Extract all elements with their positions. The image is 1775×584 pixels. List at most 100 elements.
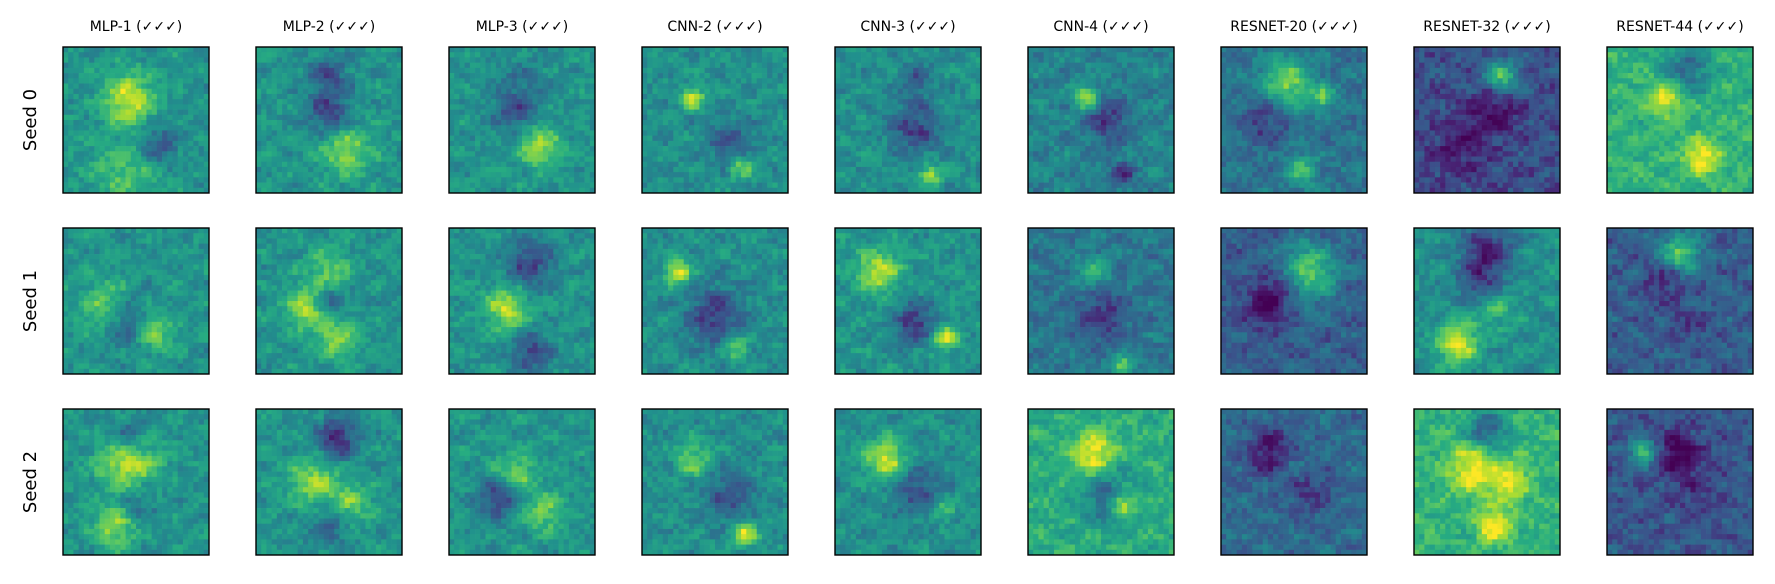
heatmap-cell <box>845 110 851 116</box>
heatmap-cell <box>746 125 752 131</box>
heatmap-cell <box>1127 177 1133 183</box>
heatmap-cell <box>652 120 658 126</box>
heatmap-cell <box>459 167 465 173</box>
heatmap-cell <box>491 115 497 121</box>
heatmap-cell <box>319 52 325 58</box>
heatmap-cell <box>491 172 497 178</box>
heatmap-cell <box>1164 162 1170 168</box>
heatmap-cell <box>725 157 731 163</box>
heatmap-cell <box>1080 177 1086 183</box>
heatmap-cell <box>496 99 502 105</box>
heatmap-cell <box>934 136 940 142</box>
heatmap-cell <box>684 130 690 136</box>
heatmap-cell <box>1336 68 1342 74</box>
heatmap-cell <box>68 78 74 84</box>
heatmap-cell <box>1054 73 1060 79</box>
heatmap-cell <box>579 162 585 168</box>
heatmap-cell <box>887 57 893 63</box>
heatmap-cell <box>89 125 95 131</box>
heatmap-cell <box>778 63 784 69</box>
heatmap-cell <box>971 52 977 58</box>
heatmap-cell <box>527 151 533 157</box>
heatmap-cell <box>486 183 492 189</box>
heatmap-cell <box>1278 57 1284 63</box>
heatmap-cell <box>1085 162 1091 168</box>
heatmap-cell <box>1049 73 1055 79</box>
heatmap-cell <box>527 78 533 84</box>
heatmap-cell <box>1049 104 1055 110</box>
heatmap-cell <box>840 151 846 157</box>
heatmap-cell <box>715 84 721 90</box>
heatmap-cell <box>1336 52 1342 58</box>
heatmap-cell <box>454 99 460 105</box>
heatmap-cell <box>538 157 544 163</box>
heatmap-cell <box>381 57 387 63</box>
heatmap-cell <box>882 157 888 163</box>
heatmap-cell <box>131 57 137 63</box>
heatmap-cell <box>334 125 340 131</box>
heatmap-cell <box>882 63 888 69</box>
heatmap-cell <box>465 104 471 110</box>
heatmap-cell <box>1038 136 1044 142</box>
heatmap-cell <box>945 89 951 95</box>
heatmap-cell <box>918 110 924 116</box>
heatmap-cell <box>934 172 940 178</box>
heatmap-cell <box>522 172 528 178</box>
heatmap-cell <box>689 99 695 105</box>
heatmap-cell <box>459 162 465 168</box>
heatmap-cell <box>480 120 486 126</box>
heatmap-cell <box>376 52 382 58</box>
heatmap-cell <box>585 130 591 136</box>
heatmap-cell <box>872 167 878 173</box>
heatmap-cell <box>105 141 111 147</box>
heatmap-cell <box>126 151 132 157</box>
heatmap-cell <box>1138 104 1144 110</box>
heatmap-cell <box>1164 110 1170 116</box>
heatmap-cell <box>532 110 538 116</box>
heatmap-cell <box>898 177 904 183</box>
heatmap-cell <box>84 57 90 63</box>
heatmap-cell <box>162 167 168 173</box>
heatmap-cell <box>663 146 669 152</box>
heatmap-cell <box>877 162 883 168</box>
heatmap-cell <box>1070 177 1076 183</box>
heatmap-cell <box>965 183 971 189</box>
heatmap-cell <box>522 130 528 136</box>
heatmap-cell <box>334 104 340 110</box>
heatmap-cell <box>303 115 309 121</box>
heatmap-cell <box>512 63 518 69</box>
heatmap-cell <box>266 141 272 147</box>
heatmap-cell <box>960 104 966 110</box>
heatmap-cell <box>1263 78 1269 84</box>
heatmap-cell <box>152 89 158 95</box>
heatmap-cell <box>532 167 538 173</box>
heatmap-cell <box>971 130 977 136</box>
heatmap-cell <box>381 157 387 163</box>
heatmap-cell <box>762 151 768 157</box>
heatmap-cell <box>1242 47 1248 53</box>
heatmap-cell <box>705 162 711 168</box>
heatmap-cell <box>715 141 721 147</box>
heatmap-cell <box>287 141 293 147</box>
heatmap-cell <box>872 52 878 58</box>
heatmap-cell <box>564 115 570 121</box>
heatmap-cell <box>100 120 106 126</box>
heatmap-cell <box>752 136 758 142</box>
heatmap-cell <box>705 167 711 173</box>
heatmap-cell <box>574 84 580 90</box>
heatmap-cell <box>694 94 700 100</box>
heatmap-cell <box>642 104 648 110</box>
heatmap-cell <box>892 84 898 90</box>
heatmap-cell <box>120 162 126 168</box>
heatmap-cell <box>162 172 168 178</box>
heatmap-cell <box>1038 162 1044 168</box>
heatmap-cell <box>199 136 205 142</box>
heatmap-cell <box>329 167 335 173</box>
heatmap-cell <box>1132 104 1138 110</box>
heatmap-cell <box>449 84 455 90</box>
heatmap-cell <box>856 125 862 131</box>
heatmap-cell <box>1226 84 1232 90</box>
heatmap-cell <box>913 110 919 116</box>
heatmap-cell <box>470 162 476 168</box>
heatmap-cell <box>1231 52 1237 58</box>
